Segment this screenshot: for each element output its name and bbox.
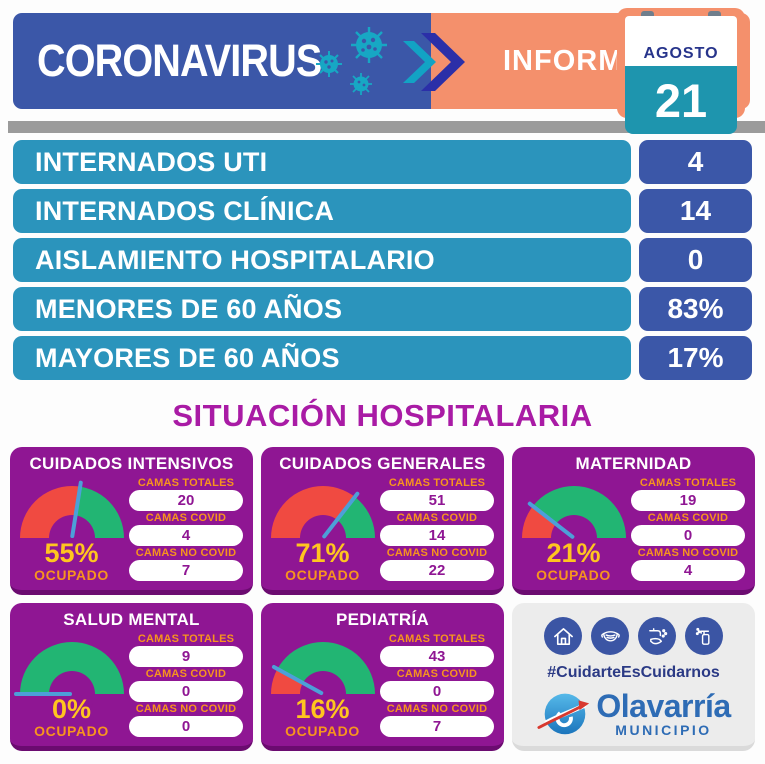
field-value-pill: 51	[380, 490, 494, 511]
stat-value: 4	[639, 140, 752, 184]
municipality-logo: Olavarría MUNICIPIO	[536, 684, 731, 742]
stat-value: 83%	[639, 287, 752, 331]
stat-value: 0	[639, 238, 752, 282]
occupied-percent: 16%	[295, 694, 350, 724]
card-cuidados-intensivos: CUIDADOS INTENSIVOS 55% OCUPADO CAMAS TO…	[10, 447, 253, 595]
hand-washing-icon	[638, 617, 676, 655]
field-label: CAMAS NO COVID	[135, 703, 237, 715]
occupied-word: OCUPADO	[285, 723, 360, 739]
field-value-pill: 14	[380, 525, 494, 546]
calendar-date: AGOSTO 21	[617, 8, 745, 134]
face-mask-icon	[591, 617, 629, 655]
stat-label: INTERNADOS UTI	[13, 140, 631, 184]
stat-row-mayores-60: MAYORES DE 60 AÑOS 17%	[13, 336, 752, 380]
field-value-pill: 7	[380, 716, 494, 737]
field-value-pill: 43	[380, 646, 494, 667]
logo-name: Olavarría	[596, 687, 731, 724]
occupied-percent: 71%	[295, 538, 350, 568]
occupied-word: OCUPADO	[285, 567, 360, 583]
virus-icon	[313, 21, 401, 106]
prevention-info-card: #CuidarteEsCuidarnos Olavarría	[512, 603, 755, 751]
stat-row-aislamiento: AISLAMIENTO HOSPITALARIO 0	[13, 238, 752, 282]
chevron-right-icon	[395, 31, 467, 98]
card-cuidados-generales: CUIDADOS GENERALES 71% OCUPADO CAMAS TOT…	[261, 447, 504, 595]
field-value-pill: 0	[129, 681, 243, 702]
field-value-pill: 0	[129, 716, 243, 737]
field-value-pill: 4	[129, 525, 243, 546]
field-label: CAMAS COVID	[396, 668, 478, 680]
calendar-month: AGOSTO	[643, 45, 719, 62]
field-value-pill: 22	[380, 560, 494, 581]
stat-value: 14	[639, 189, 752, 233]
stat-row-internados-clinica: INTERNADOS CLÍNICA 14	[13, 189, 752, 233]
card-pediatria: PEDIATRÍA 16% OCUPADO CAMAS TOTALES 43 C…	[261, 603, 504, 751]
field-label: CAMAS NO COVID	[135, 547, 237, 559]
stat-row-internados-uti: INTERNADOS UTI 4	[13, 140, 752, 184]
field-label: CAMAS TOTALES	[137, 477, 235, 489]
occupancy-gauge	[270, 642, 375, 746]
field-label: CAMAS COVID	[145, 668, 227, 680]
calendar-header: AGOSTO	[625, 16, 737, 66]
calendar-day-box: 21	[625, 66, 737, 134]
field-label: CAMAS TOTALES	[639, 477, 737, 489]
occupied-word: OCUPADO	[536, 567, 611, 583]
field-value-pill: 20	[129, 490, 243, 511]
occupied-word: OCUPADO	[34, 567, 109, 583]
card-title: CUIDADOS INTENSIVOS	[29, 454, 234, 473]
field-label: CAMAS TOTALES	[137, 633, 235, 645]
field-label: CAMAS COVID	[396, 512, 478, 524]
page-title: CORONAVIRUS	[37, 35, 322, 86]
occupied-percent: 55%	[44, 538, 99, 568]
field-value-pill: 0	[380, 681, 494, 702]
field-value-pill: 9	[129, 646, 243, 667]
occupancy-gauge	[521, 486, 626, 590]
field-value-pill: 0	[631, 525, 745, 546]
card-maternidad: MATERNIDAD 21% OCUPADO CAMAS TOTALES 19 …	[512, 447, 755, 595]
field-value-pill: 7	[129, 560, 243, 581]
field-label: CAMAS COVID	[647, 512, 729, 524]
field-value-pill: 19	[631, 490, 745, 511]
hospital-cards-grid: CUIDADOS INTENSIVOS 55% OCUPADO CAMAS TO…	[10, 447, 755, 751]
card-salud-mental: SALUD MENTAL 0% OCUPADO CAMAS TOTALES 9 …	[10, 603, 253, 751]
olavarria-logo-icon	[537, 693, 590, 735]
field-label: CAMAS NO COVID	[386, 547, 488, 559]
card-title: CUIDADOS GENERALES	[279, 454, 486, 473]
field-label: CAMAS NO COVID	[637, 547, 739, 559]
occupancy-gauge	[270, 486, 375, 590]
occupancy-gauge	[13, 642, 124, 746]
card-title: MATERNIDAD	[575, 454, 692, 473]
stat-label: AISLAMIENTO HOSPITALARIO	[13, 238, 631, 282]
hospital-stats-list: INTERNADOS UTI 4 INTERNADOS CLÍNICA 14 A…	[13, 140, 752, 385]
campaign-hashtag: #CuidarteEsCuidarnos	[547, 664, 720, 681]
card-title: SALUD MENTAL	[63, 610, 200, 629]
prevention-icons	[544, 617, 723, 655]
logo-subtitle: MUNICIPIO	[615, 721, 712, 738]
field-label: CAMAS COVID	[145, 512, 227, 524]
field-label: CAMAS TOTALES	[388, 477, 486, 489]
field-label: CAMAS NO COVID	[386, 703, 488, 715]
stat-row-menores-60: MENORES DE 60 AÑOS 83%	[13, 287, 752, 331]
stat-value: 17%	[639, 336, 752, 380]
occupied-percent: 0%	[51, 694, 92, 724]
occupied-word: OCUPADO	[34, 723, 109, 739]
occupancy-gauge	[19, 480, 124, 590]
header-blue-section: CORONAVIRUS	[13, 13, 465, 109]
field-value-pill: 4	[631, 560, 745, 581]
disinfectant-spray-icon	[685, 617, 723, 655]
card-title: PEDIATRÍA	[335, 610, 430, 629]
section-title: SITUACIÓN HOSPITALARIA	[172, 398, 593, 433]
occupied-percent: 21%	[546, 538, 601, 568]
stat-label: INTERNADOS CLÍNICA	[13, 189, 631, 233]
stat-label: MAYORES DE 60 AÑOS	[13, 336, 631, 380]
divider-bar	[8, 121, 765, 133]
stay-home-icon	[544, 617, 582, 655]
stat-label: MENORES DE 60 AÑOS	[13, 287, 631, 331]
calendar-day: 21	[654, 73, 708, 127]
field-label: CAMAS TOTALES	[388, 633, 486, 645]
